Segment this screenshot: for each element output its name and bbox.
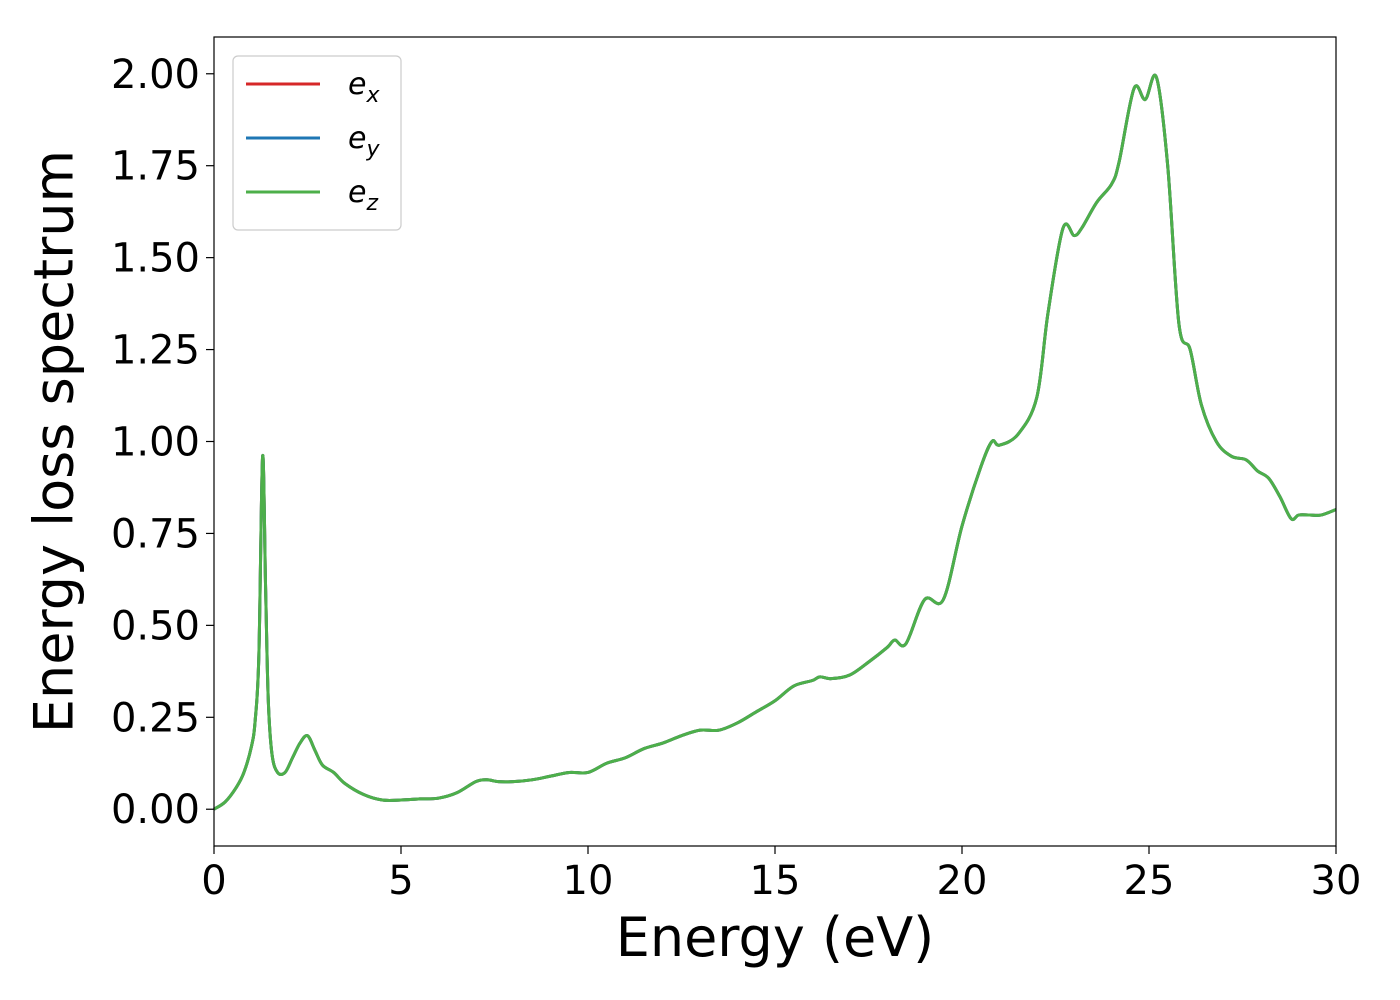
legend-label-subscript: x bbox=[365, 83, 380, 108]
legend-label-base: e bbox=[348, 175, 366, 210]
x-tick-label: 10 bbox=[563, 858, 614, 904]
series-layer bbox=[213, 73, 1337, 811]
legend-label-base: e bbox=[348, 67, 366, 102]
legend-label-subscript: y bbox=[365, 137, 380, 162]
x-axis-label: Energy (eV) bbox=[616, 906, 935, 969]
x-tick-label: 20 bbox=[937, 858, 988, 904]
x-axis: 0 5 10 15 20 25 30 bbox=[201, 846, 1361, 904]
series-line-z bbox=[213, 73, 1337, 811]
legend-label-base: e bbox=[348, 121, 366, 156]
y-tick-label: 1.00 bbox=[111, 420, 200, 466]
legend-label-x: ex bbox=[348, 67, 380, 108]
legend-label-y: ey bbox=[348, 121, 380, 162]
legend-label-z: ez bbox=[348, 175, 378, 216]
y-tick-label: 1.75 bbox=[111, 144, 200, 190]
y-axis: 0.00 0.25 0.50 0.75 1.00 1.25 1.50 1.75 2.00 bbox=[111, 52, 214, 833]
legend-box bbox=[232, 55, 402, 231]
y-tick-label: 1.25 bbox=[111, 328, 200, 374]
x-tick-label: 25 bbox=[1124, 858, 1175, 904]
y-tick-label: 0.75 bbox=[111, 511, 200, 557]
legend-label-subscript: z bbox=[365, 191, 378, 216]
y-tick-label: 0.50 bbox=[111, 603, 200, 649]
y-tick-label: 2.00 bbox=[111, 52, 200, 98]
x-tick-label: 30 bbox=[1311, 858, 1362, 904]
y-tick-label: 0.25 bbox=[111, 695, 200, 741]
x-tick-label: 5 bbox=[388, 858, 413, 904]
y-axis-label: Energy loss spectrum bbox=[23, 150, 86, 733]
y-tick-label: 1.50 bbox=[111, 236, 200, 282]
y-tick-label: 0.00 bbox=[111, 787, 200, 833]
x-tick-label: 0 bbox=[201, 858, 226, 904]
x-tick-label: 15 bbox=[750, 858, 801, 904]
